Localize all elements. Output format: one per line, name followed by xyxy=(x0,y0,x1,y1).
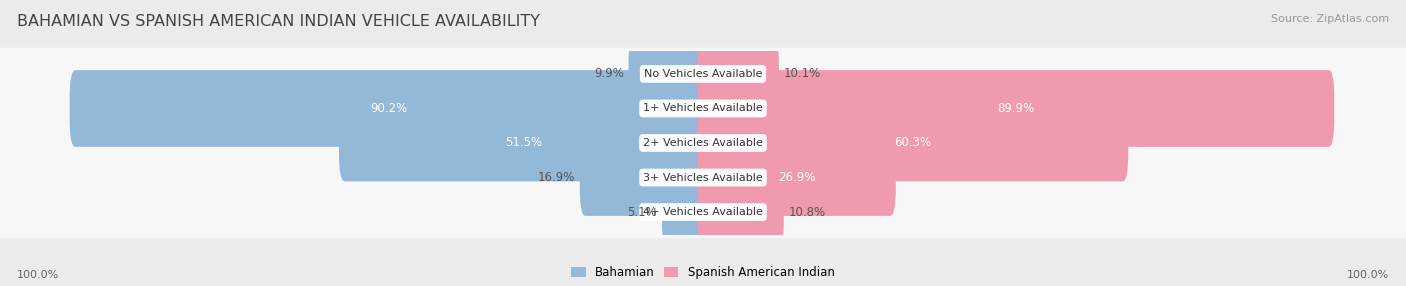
FancyBboxPatch shape xyxy=(697,105,1128,181)
Text: 4+ Vehicles Available: 4+ Vehicles Available xyxy=(643,207,763,217)
Text: BAHAMIAN VS SPANISH AMERICAN INDIAN VEHICLE AVAILABILITY: BAHAMIAN VS SPANISH AMERICAN INDIAN VEHI… xyxy=(17,14,540,29)
FancyBboxPatch shape xyxy=(0,48,1406,100)
Text: No Vehicles Available: No Vehicles Available xyxy=(644,69,762,79)
FancyBboxPatch shape xyxy=(579,139,709,216)
Text: 5.1%: 5.1% xyxy=(627,206,657,219)
Text: 60.3%: 60.3% xyxy=(894,136,931,150)
Text: Source: ZipAtlas.com: Source: ZipAtlas.com xyxy=(1271,14,1389,24)
Text: 2+ Vehicles Available: 2+ Vehicles Available xyxy=(643,138,763,148)
Legend: Bahamian, Spanish American Indian: Bahamian, Spanish American Indian xyxy=(567,261,839,283)
Text: 89.9%: 89.9% xyxy=(997,102,1035,115)
FancyBboxPatch shape xyxy=(0,186,1406,238)
FancyBboxPatch shape xyxy=(0,117,1406,169)
Text: 10.8%: 10.8% xyxy=(789,206,825,219)
Text: 100.0%: 100.0% xyxy=(17,270,59,280)
FancyBboxPatch shape xyxy=(0,151,1406,204)
Text: 1+ Vehicles Available: 1+ Vehicles Available xyxy=(643,104,763,114)
FancyBboxPatch shape xyxy=(628,35,709,112)
Text: 3+ Vehicles Available: 3+ Vehicles Available xyxy=(643,172,763,182)
FancyBboxPatch shape xyxy=(70,70,709,147)
FancyBboxPatch shape xyxy=(697,70,1334,147)
FancyBboxPatch shape xyxy=(339,105,709,181)
Text: 16.9%: 16.9% xyxy=(537,171,575,184)
FancyBboxPatch shape xyxy=(697,174,783,251)
Text: 10.1%: 10.1% xyxy=(783,67,821,80)
Text: 26.9%: 26.9% xyxy=(778,171,815,184)
Text: 51.5%: 51.5% xyxy=(505,136,543,150)
FancyBboxPatch shape xyxy=(697,35,779,112)
Text: 90.2%: 90.2% xyxy=(371,102,408,115)
Text: 100.0%: 100.0% xyxy=(1347,270,1389,280)
Text: 9.9%: 9.9% xyxy=(593,67,624,80)
FancyBboxPatch shape xyxy=(662,174,709,251)
FancyBboxPatch shape xyxy=(0,82,1406,135)
FancyBboxPatch shape xyxy=(697,139,896,216)
